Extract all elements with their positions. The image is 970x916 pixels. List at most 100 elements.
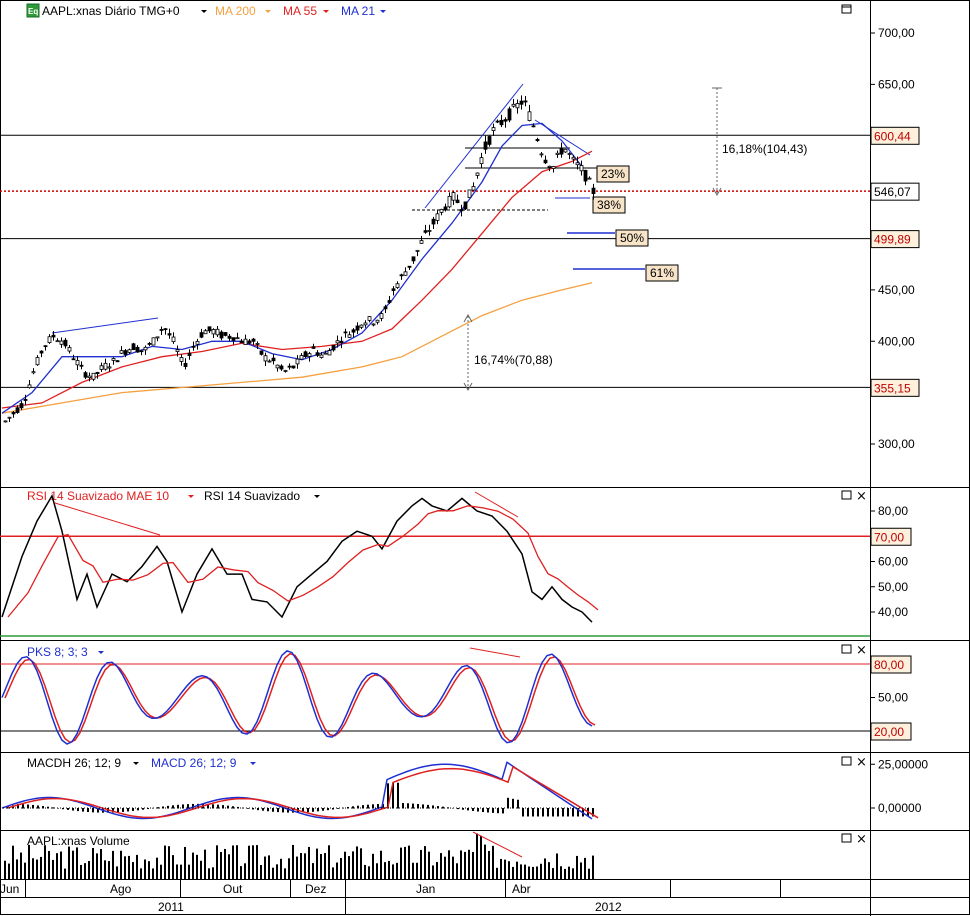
macd-histogram-bar (282, 808, 284, 813)
volume-bar (452, 856, 454, 879)
volume-bar (448, 850, 450, 879)
candle-body (351, 329, 356, 333)
x-year-2011: 2011 (158, 900, 184, 914)
rsi-label[interactable]: RSI 14 Suavizado (204, 489, 300, 503)
macd-histogram-bar (87, 808, 89, 813)
rsi-divergence-1 (54, 502, 161, 536)
macd-histogram-bar (222, 805, 224, 809)
macd-histogram-bar (477, 808, 479, 812)
volume-panel-header: AAPL:xnas Volume × (27, 832, 867, 848)
stoch-panel: 50,00 80,00 20,00 (0, 647, 912, 745)
volume-maximize-icon[interactable] (841, 833, 852, 843)
volume-bar (316, 848, 318, 879)
volume-label[interactable]: AAPL:xnas Volume (27, 834, 130, 848)
candle-body (407, 265, 412, 268)
candle-body (227, 335, 232, 339)
stoch-close-icon[interactable]: × (856, 643, 867, 658)
volume-close-icon[interactable]: × (856, 832, 867, 847)
rsi-mae-label[interactable]: RSI 14 Suavizado MAE 10 (27, 489, 169, 503)
candle-body (63, 339, 68, 347)
candle-body (43, 345, 48, 348)
macd-histogram-bar (302, 808, 304, 813)
volume-bar (192, 852, 194, 879)
volume-bar (80, 864, 82, 879)
stoch-dropdown-icon[interactable] (98, 651, 104, 654)
macd-histogram-bar (127, 808, 129, 812)
instrument-dropdown-icon[interactable] (201, 10, 207, 13)
ma200-dropdown-icon[interactable] (265, 10, 271, 13)
stoch-k-line (1, 650, 593, 745)
macd-histogram-bar (482, 808, 484, 813)
candle-body (195, 341, 200, 345)
stoch-maximize-icon[interactable] (841, 644, 852, 654)
macd-label[interactable]: MACD 26; 12; 9 (151, 756, 237, 770)
candle-body (355, 325, 360, 331)
ma55-label[interactable]: MA 55 (283, 4, 317, 18)
volume-bar (272, 867, 274, 879)
volume-bar (288, 858, 290, 879)
volume-bar (544, 858, 546, 879)
macd-histogram-bar (372, 804, 374, 809)
volume-bar (84, 863, 86, 879)
rsi-y-tick-label: 60,00 (878, 555, 908, 569)
rsi-close-icon[interactable]: × (856, 489, 867, 504)
candle-body (467, 189, 472, 198)
volume-bar (296, 856, 298, 879)
volume-bar (480, 835, 482, 879)
rsi-maximize-icon[interactable] (841, 490, 852, 500)
candle-body (555, 152, 560, 155)
candle-body (247, 340, 252, 344)
ma200-label[interactable]: MA 200 (215, 4, 256, 18)
macd-histogram-bar (432, 805, 434, 809)
candle-body (39, 350, 44, 354)
macd-histogram-bar (392, 782, 394, 809)
macd-histogram-bar (177, 804, 179, 809)
macd-histogram-bar (512, 798, 514, 809)
rsi-dropdown-icon[interactable] (314, 495, 320, 498)
candle-body (55, 340, 60, 343)
macdh-dropdown-icon[interactable] (133, 762, 139, 765)
fib-badge-38pct (592, 196, 626, 214)
rsi-mae-dropdown-icon[interactable] (188, 495, 194, 498)
macd-histogram-bar (207, 804, 209, 809)
fib-badge-50pct (615, 229, 649, 247)
macd-histogram-bar (467, 808, 469, 811)
macd-histogram-bar (67, 808, 69, 810)
candle-body (483, 141, 488, 150)
volume-bar (560, 866, 562, 879)
candle-body (315, 352, 320, 356)
macd-histogram-bar (42, 806, 44, 809)
macd-close-icon[interactable]: × (856, 755, 867, 770)
stoch-label[interactable]: PKS 8; 3; 3 (27, 645, 88, 659)
macd-histogram-bar (552, 808, 554, 817)
candle-body (279, 365, 284, 370)
volume-bar (24, 862, 26, 879)
macd-histogram-bar (312, 808, 314, 812)
equity-icon[interactable] (26, 3, 40, 18)
macdh-label[interactable]: MACDH 26; 12; 9 (27, 756, 121, 770)
month-tick-lines (25, 880, 781, 915)
price-panel-maximize-icon[interactable] (841, 4, 852, 14)
volume-bar (120, 850, 122, 879)
candle-body (23, 399, 28, 401)
candle-body (263, 355, 268, 362)
volume-bar (508, 861, 510, 879)
volume-bar (328, 845, 330, 879)
volume-bar (492, 845, 494, 879)
volume-bar (212, 867, 214, 879)
instrument-label[interactable]: AAPL:xnas Diário TMG+0 (42, 4, 180, 18)
fib-badge-61pct (645, 264, 679, 282)
volume-bar (60, 851, 62, 879)
ma55-dropdown-icon[interactable] (323, 10, 329, 13)
volume-bar (540, 863, 542, 879)
volume-bar (336, 862, 338, 879)
volume-bar (160, 864, 162, 879)
ma21-dropdown-icon[interactable] (380, 10, 386, 13)
macd-histogram-bar (197, 803, 199, 809)
ma21-label[interactable]: MA 21 (341, 4, 375, 18)
macd-dropdown-icon[interactable] (250, 762, 256, 765)
volume-bar (124, 856, 126, 879)
candles (3, 95, 596, 423)
macd-maximize-icon[interactable] (841, 756, 852, 766)
macd-histogram-bar (422, 804, 424, 809)
